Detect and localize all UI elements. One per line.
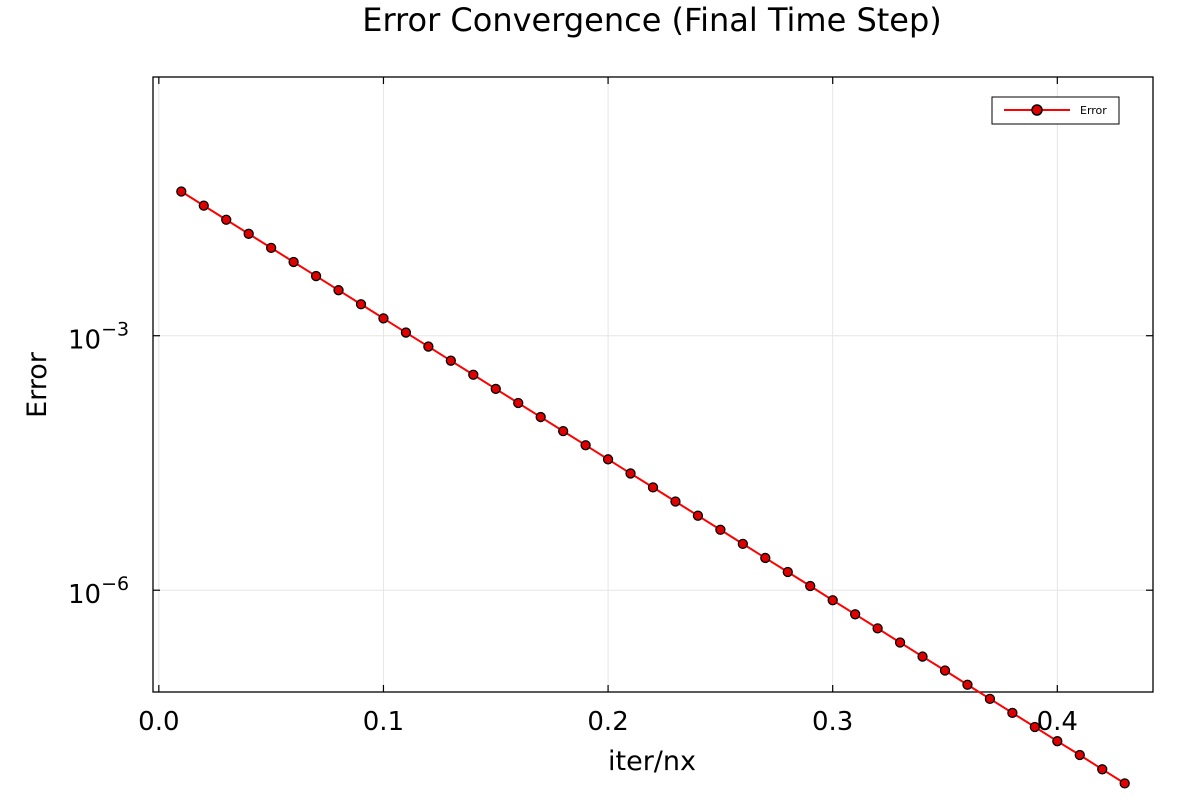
y-tick-label-exponent: −6 xyxy=(101,573,129,595)
x-axis-label: iter/nx xyxy=(608,746,696,777)
y-tick-label-exponent: −3 xyxy=(101,319,129,341)
data-point xyxy=(400,327,412,338)
data-point xyxy=(670,496,681,507)
data-point xyxy=(355,299,367,310)
legend-marker xyxy=(1031,104,1043,116)
axis-ticks: 0.0 0.1 0.2 0.3 0.410−310−6 xyxy=(68,77,1153,737)
data-point xyxy=(490,383,501,395)
x-tick-label: 0.0 xyxy=(138,707,179,737)
data-point xyxy=(1007,707,1018,719)
grid xyxy=(153,77,1153,692)
data-point xyxy=(333,285,344,296)
data-point xyxy=(288,256,299,268)
data-point xyxy=(962,679,973,690)
data-point xyxy=(1119,778,1130,789)
plot-frame xyxy=(152,76,1154,693)
data-point xyxy=(580,440,591,451)
data-point xyxy=(423,341,434,352)
data-point xyxy=(737,538,748,549)
chart-title: Error Convergence (Final Time Step) xyxy=(362,1,942,39)
y-tick-label-base: 10 xyxy=(68,326,101,356)
data-point xyxy=(176,186,187,197)
x-tick-label: 0.2 xyxy=(587,707,628,737)
data-point xyxy=(782,566,793,578)
data-point xyxy=(625,468,636,479)
data-point xyxy=(715,524,726,535)
data-point xyxy=(647,482,659,493)
y-axis-label: Error xyxy=(22,351,53,418)
data-point xyxy=(894,637,906,648)
data-point xyxy=(850,609,861,620)
data-point xyxy=(984,693,996,704)
x-tick-label: 0.1 xyxy=(363,707,404,737)
data-point xyxy=(692,510,704,521)
data-point xyxy=(939,665,951,676)
data-point xyxy=(1074,749,1085,761)
data-point xyxy=(872,623,883,634)
data-point xyxy=(221,214,232,225)
y-tick-label: 10−6 xyxy=(68,573,129,610)
legend: Error xyxy=(991,96,1120,125)
data-point xyxy=(198,200,209,211)
series-error xyxy=(176,186,1130,789)
legend-label: Error xyxy=(1080,104,1107,117)
y-tick-label: 10−3 xyxy=(68,319,129,356)
data-point xyxy=(827,595,838,606)
data-point xyxy=(558,425,569,437)
data-point xyxy=(805,580,816,592)
data-point xyxy=(468,369,479,380)
data-point xyxy=(1029,721,1041,733)
y-tick-label-base: 10 xyxy=(68,580,101,610)
data-point xyxy=(1097,764,1108,775)
data-point xyxy=(760,552,771,564)
data-point xyxy=(445,355,456,366)
data-point xyxy=(310,270,322,282)
data-point xyxy=(265,242,277,254)
x-tick-label: 0.3 xyxy=(812,707,853,737)
data-point xyxy=(513,397,524,409)
data-point xyxy=(243,228,254,239)
data-point xyxy=(378,313,389,324)
data-point xyxy=(917,651,928,662)
data-point xyxy=(535,411,546,423)
data-point xyxy=(602,454,614,465)
data-point xyxy=(1052,736,1063,747)
